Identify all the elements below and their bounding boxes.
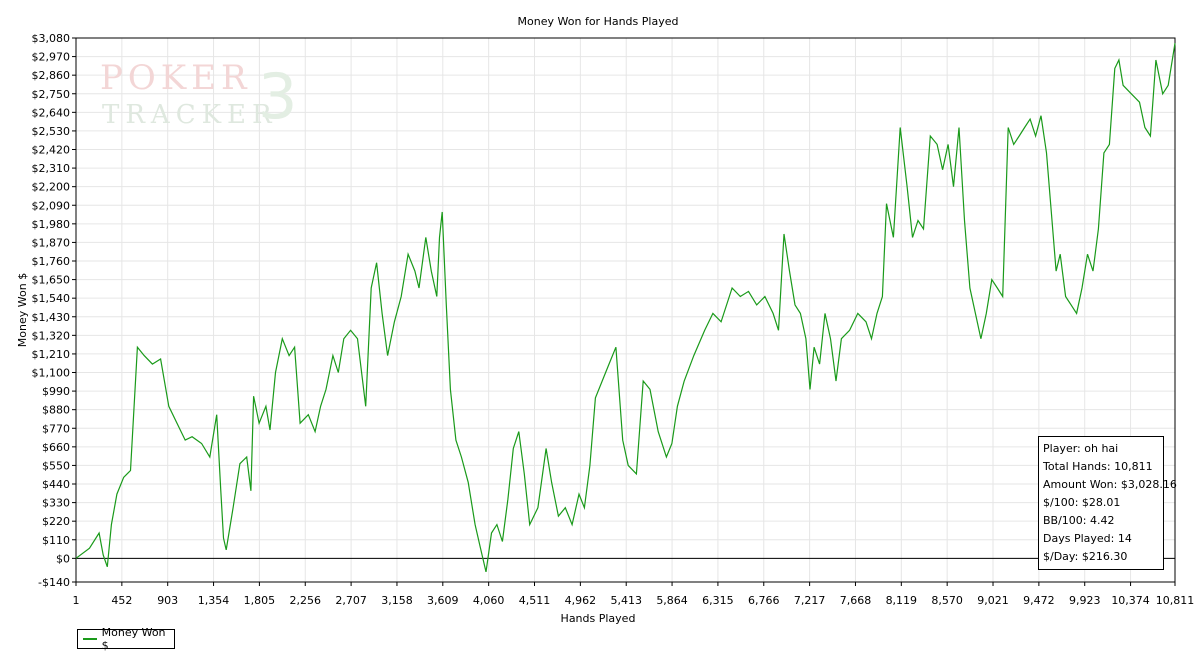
- y-tick-label: $2,420: [32, 144, 71, 157]
- poker-tracker-watermark-logo: POKER TRACKER 3: [100, 58, 300, 133]
- x-tick-label: 7,217: [794, 594, 826, 607]
- x-tick-label: 8,570: [931, 594, 963, 607]
- y-tick-label: $2,750: [32, 88, 71, 101]
- x-tick-label: 4,511: [519, 594, 551, 607]
- y-tick-label: $2,970: [32, 51, 71, 64]
- y-axis-title: Money Won $: [16, 273, 29, 347]
- watermark-digit: 3: [258, 60, 298, 133]
- y-tick-label: $660: [42, 441, 70, 454]
- chart-legend: Money Won $: [77, 626, 175, 652]
- x-tick-label: 4,060: [473, 594, 505, 607]
- y-tick-label: $2,860: [32, 69, 71, 82]
- x-tick-label: 1,805: [244, 594, 276, 607]
- x-tick-label: 8,119: [886, 594, 918, 607]
- x-tick-label: 6,315: [702, 594, 734, 607]
- y-tick-label: $0: [56, 552, 70, 565]
- x-axis-ticks: 1 452 903 1,354 1,805 2,256 2,707 3,158 3,609 4,0…: [73, 582, 1195, 607]
- stat-days-played: Days Played: 14: [1043, 532, 1132, 545]
- x-tick-label: 3,609: [427, 594, 459, 607]
- x-tick-label: 1,354: [198, 594, 230, 607]
- y-tick-label: $1,650: [32, 274, 71, 287]
- x-tick-label: 7,668: [840, 594, 872, 607]
- y-tick-label: $1,760: [32, 255, 71, 268]
- x-tick-label: 4,962: [565, 594, 597, 607]
- y-axis-ticks: -$140 $0 $110 $220 $330 $440 $550 $660 $770 $880 $…: [32, 32, 76, 589]
- stat-per-100: $/100: $28.01: [1043, 496, 1121, 509]
- y-tick-label: $2,310: [32, 162, 71, 175]
- x-tick-label: 3,158: [381, 594, 413, 607]
- x-axis-title: Hands Played: [561, 612, 636, 625]
- y-tick-label: $550: [42, 459, 70, 472]
- stat-total-hands: Total Hands: 10,811: [1043, 460, 1153, 473]
- stat-bb-100: BB/100: 4.42: [1043, 514, 1115, 527]
- player-stats-box: Player: oh hai Total Hands: 10,811 Amoun…: [1038, 436, 1177, 570]
- legend-swatch: [83, 638, 97, 640]
- x-tick-label: 2,707: [335, 594, 367, 607]
- plot-frame: [75, 37, 1176, 583]
- y-tick-label: $1,320: [32, 329, 71, 342]
- y-tick-label: $2,640: [32, 106, 71, 119]
- y-tick-label: $110: [42, 534, 70, 547]
- stat-amount-won: Amount Won: $3,028.16: [1043, 478, 1177, 491]
- stat-per-day: $/Day: $216.30: [1043, 550, 1128, 563]
- x-tick-label: 6,766: [748, 594, 780, 607]
- watermark-line1: POKER: [100, 58, 252, 98]
- x-tick-label: 10,374: [1111, 594, 1150, 607]
- y-tick-label: $2,090: [32, 199, 71, 212]
- y-tick-label: $1,210: [32, 348, 71, 361]
- x-tick-label: 5,413: [610, 594, 642, 607]
- y-tick-label: $330: [42, 497, 70, 510]
- x-tick-label: 9,021: [977, 594, 1009, 607]
- x-tick-label: 452: [111, 594, 132, 607]
- y-tick-label: $1,980: [32, 218, 71, 231]
- x-tick-label: 10,811: [1156, 594, 1195, 607]
- y-tick-label: $2,530: [32, 125, 71, 138]
- watermark-line2: TRACKER: [102, 100, 278, 130]
- x-tick-label: 2,256: [290, 594, 322, 607]
- y-tick-label: $770: [42, 422, 70, 435]
- y-tick-label: $990: [42, 385, 70, 398]
- x-tick-label: 9,923: [1069, 594, 1101, 607]
- x-tick-label: 9,472: [1023, 594, 1055, 607]
- grid-lines: [75, 37, 1176, 583]
- stat-player: Player: oh hai: [1043, 442, 1119, 455]
- legend-label: Money Won $: [101, 626, 166, 652]
- y-tick-label: -$140: [38, 576, 70, 589]
- y-tick-label: $220: [42, 515, 70, 528]
- x-tick-label: 1: [73, 594, 80, 607]
- y-tick-label: $880: [42, 404, 70, 417]
- y-tick-label: $1,540: [32, 292, 71, 305]
- y-tick-label: $2,200: [32, 181, 71, 194]
- y-tick-label: $1,100: [32, 367, 71, 380]
- series-line-money-won: [75, 43, 1176, 573]
- x-tick-label: 5,864: [656, 594, 688, 607]
- y-tick-label: $440: [42, 478, 70, 491]
- y-tick-label: $3,080: [32, 32, 71, 45]
- x-tick-label: 903: [157, 594, 178, 607]
- chart-title: Money Won for Hands Played: [518, 15, 679, 28]
- y-tick-label: $1,430: [32, 311, 71, 324]
- y-tick-label: $1,870: [32, 236, 71, 249]
